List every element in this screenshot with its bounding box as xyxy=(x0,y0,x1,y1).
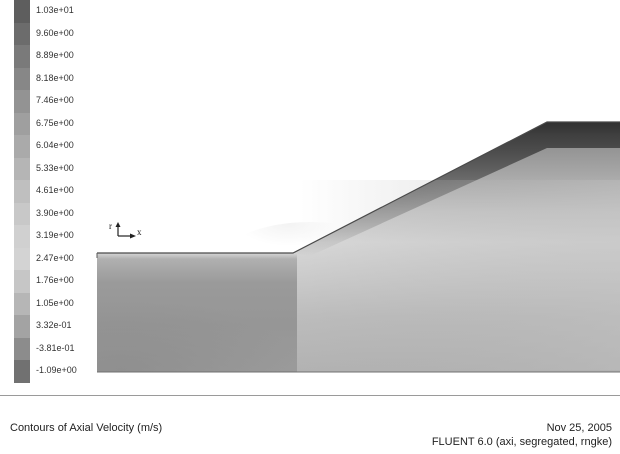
colorbar-label: 7.46e+00 xyxy=(36,95,74,105)
graphics-viewport[interactable]: 1.03e+01 9.60e+00 8.89e+00 8.18e+00 7.46e+00… xyxy=(0,0,620,384)
colorbar-swatch xyxy=(14,0,30,23)
colorbar-label: -3.81e-01 xyxy=(36,343,75,353)
x-axis-label: x xyxy=(137,228,142,237)
plot-date: Nov 25, 2005 xyxy=(547,422,612,434)
colorbar-label: 3.32e-01 xyxy=(36,320,72,330)
solver-info: FLUENT 6.0 (axi, segregated, rngke) xyxy=(432,436,612,448)
colorbar-swatch xyxy=(14,270,30,293)
colorbar-label: 1.76e+00 xyxy=(36,275,74,285)
colorbar-label: 6.75e+00 xyxy=(36,118,74,128)
colorbar-label: 3.19e+00 xyxy=(36,230,74,240)
r-axis-label: r xyxy=(109,222,112,231)
colorbar-swatch xyxy=(14,248,30,271)
colorbar-label: 8.18e+00 xyxy=(36,73,74,83)
colorbar-swatch xyxy=(14,338,30,361)
colorbar-label: 6.04e+00 xyxy=(36,140,74,150)
colorbar-swatch xyxy=(14,203,30,226)
colorbar-swatch xyxy=(14,360,30,383)
colorbar-label: 3.90e+00 xyxy=(36,208,74,218)
colorbar-label: 9.60e+00 xyxy=(36,28,74,38)
colorbar-label: 4.61e+00 xyxy=(36,185,74,195)
colorbar-swatch xyxy=(14,45,30,68)
colorbar-swatch xyxy=(14,90,30,113)
colorbar-label: 5.33e+00 xyxy=(36,163,74,173)
colorbar-label: -1.09e+00 xyxy=(36,365,77,375)
colorbar-label: 1.03e+01 xyxy=(36,5,74,15)
colorbar-label: 1.05e+00 xyxy=(36,298,74,308)
colorbar-label: 2.47e+00 xyxy=(36,253,74,263)
colorbar-label: 8.89e+00 xyxy=(36,50,74,60)
colorbar-swatch xyxy=(14,113,30,136)
plot-title: Contours of Axial Velocity (m/s) xyxy=(10,422,162,434)
colorbar-swatch xyxy=(14,180,30,203)
colorbar-swatch xyxy=(14,293,30,316)
plot-title-bar: Contours of Axial Velocity (m/s) Nov 25,… xyxy=(0,395,620,454)
axes-arrows-icon xyxy=(108,221,148,245)
coordinate-axes-triad: r x xyxy=(108,221,148,245)
colorbar-swatch xyxy=(14,23,30,46)
colorbar-legend: 1.03e+01 9.60e+00 8.89e+00 8.18e+00 7.46e+00… xyxy=(0,0,120,384)
colorbar-swatch xyxy=(14,135,30,158)
throat-highlight xyxy=(220,222,400,302)
colorbar-swatch xyxy=(14,225,30,248)
colorbar-swatch xyxy=(14,158,30,181)
colorbar-swatch xyxy=(14,315,30,338)
colorbar-swatch xyxy=(14,68,30,91)
